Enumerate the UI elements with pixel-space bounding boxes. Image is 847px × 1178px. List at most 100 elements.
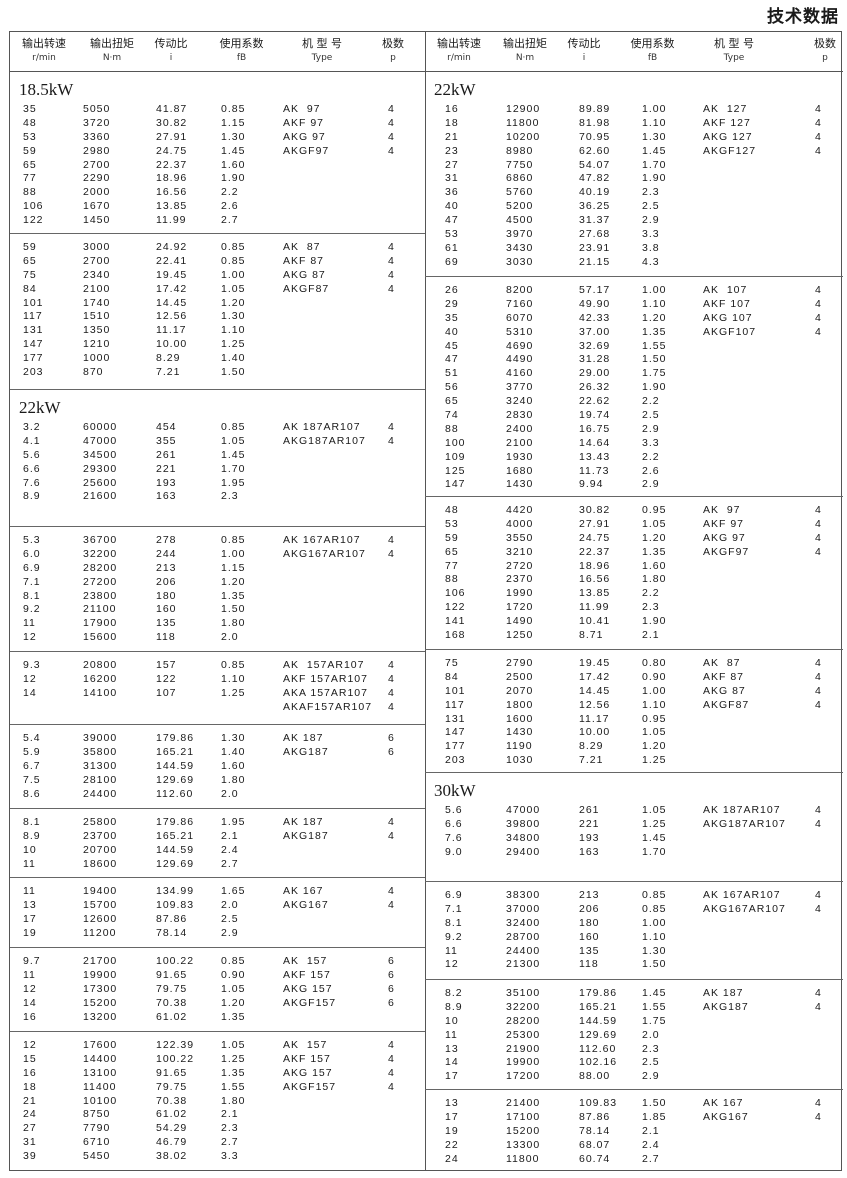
table-row: 6.9 28200 213 1.15 [10, 562, 425, 576]
cell-speed: 12 [23, 672, 37, 685]
cell-ratio: 91.65 [156, 1066, 188, 1079]
cell-ratio: 112.60 [156, 787, 194, 800]
cell-ratio: 47.82 [579, 172, 611, 185]
cell-service-factor: 2.9 [642, 478, 660, 491]
cell-ratio: 107 [156, 686, 177, 699]
cell-torque: 35100 [506, 987, 541, 999]
cell-ratio: 13.85 [156, 200, 188, 213]
cell-torque: 2370 [506, 573, 534, 586]
table-row: 11 24400 135 1.30 [425, 945, 843, 959]
table-row: 15 14400 100.22 1.25 AKF 157 4 [10, 1053, 425, 1067]
cell-torque: 4690 [506, 339, 534, 352]
cell-speed: 131 [445, 712, 466, 725]
cell-ratio: 19.74 [579, 409, 611, 422]
table-row: 35 5050 41.87 0.85 AK 97 4 [10, 103, 425, 117]
cell-poles: 4 [815, 116, 822, 129]
cell-service-factor: 3.8 [642, 241, 660, 254]
cell-type: AK 187 [283, 732, 324, 744]
cell-ratio: 16.56 [156, 186, 188, 199]
table-row: 31 6860 47.82 1.90 [425, 172, 843, 186]
cell-ratio: 22.62 [579, 395, 611, 408]
cell-torque: 2070 [506, 684, 534, 697]
cell-ratio: 109.83 [579, 1097, 618, 1109]
cell-torque: 2790 [506, 657, 534, 669]
cell-torque: 29400 [506, 845, 541, 858]
cell-poles: 4 [815, 504, 822, 516]
technical-data-table: 输出转速 r/min 输出扭矩 N·m 传动比 i 使用系数 fB 机 型 号 … [9, 31, 843, 1174]
header-unit: Type [311, 53, 333, 63]
cell-type: AKG167AR107 [283, 547, 366, 560]
cell-ratio: 24.75 [156, 144, 188, 157]
cell-service-factor: 1.40 [221, 352, 246, 365]
cell-speed: 11 [23, 968, 36, 981]
cell-poles: 4 [815, 325, 822, 338]
table-row: 12 16200 122 1.10 AKF 157AR107 4 [10, 673, 425, 687]
cell-service-factor: 1.80 [642, 573, 667, 586]
cell-type: AK 167 [703, 1097, 744, 1109]
cell-torque: 4420 [506, 504, 534, 516]
power-section-title: 30kW [434, 781, 476, 800]
table-row: 8.1 23800 180 1.35 [10, 590, 425, 604]
cell-speed: 168 [445, 629, 466, 642]
cell-service-factor: 1.20 [221, 996, 246, 1009]
cell-speed: 10 [23, 843, 37, 856]
cell-type: AKG187 [283, 829, 329, 842]
table-row: 22 13300 68.07 2.4 [425, 1139, 843, 1153]
cell-speed: 9.7 [23, 955, 41, 967]
table-row: 5.3 36700 278 0.85 AK 167AR107 4 [10, 534, 425, 548]
cell-speed: 109 [445, 450, 466, 463]
cell-speed: 65 [445, 395, 459, 408]
cell-poles: 4 [388, 1052, 395, 1065]
cell-speed: 47 [445, 353, 459, 366]
cell-ratio: 7.21 [156, 366, 181, 379]
cell-ratio: 221 [156, 462, 177, 475]
cell-torque: 4000 [506, 517, 534, 530]
cell-ratio: 179.86 [156, 816, 195, 828]
data-group: 22kW 16 12900 89.89 1.00 AK 127 4 18 11800 81.98 1… [425, 72, 843, 277]
cell-speed: 101 [445, 684, 466, 697]
cell-speed: 3.2 [23, 421, 41, 433]
cell-poles: 6 [388, 955, 395, 967]
table-row: AKAF157AR107 4 [10, 701, 425, 715]
cell-ratio: 18.96 [156, 172, 188, 185]
cell-ratio: 31.37 [579, 214, 611, 227]
cell-torque: 8750 [83, 1108, 111, 1121]
cell-torque: 2290 [83, 172, 111, 185]
header-unit: fB [647, 53, 658, 63]
table-row: 122 1450 11.99 2.7 [10, 214, 425, 228]
data-group: 12 17600 122.39 1.05 AK 157 4 15 14400 100.22 1.2… [10, 1032, 425, 1174]
cell-speed: 14 [23, 996, 37, 1009]
cell-ratio: 19.45 [156, 268, 188, 281]
cell-speed: 7.1 [23, 575, 41, 588]
cell-ratio: 70.38 [156, 1094, 188, 1107]
cell-torque: 34500 [83, 448, 118, 461]
cell-ratio: 278 [156, 534, 177, 546]
table-row: 125 1680 11.73 2.6 [425, 465, 843, 479]
table-row: 65 2700 22.41 0.85 AKF 87 4 [10, 255, 425, 269]
cell-poles: 4 [815, 987, 822, 999]
cell-torque: 2100 [506, 436, 534, 449]
cell-poles: 6 [388, 968, 395, 981]
table-row: 19 15200 78.14 2.1 [425, 1125, 843, 1139]
cell-service-factor: 1.05 [221, 1039, 246, 1051]
cell-torque: 1800 [506, 698, 534, 711]
table-row: 88 2000 16.56 2.2 [10, 186, 425, 200]
cell-ratio: 68.07 [579, 1138, 611, 1151]
cell-type: AKF 87 [283, 254, 325, 267]
cell-speed: 88 [445, 573, 459, 586]
cell-speed: 10 [445, 1014, 459, 1027]
cell-service-factor: 1.10 [642, 930, 667, 943]
cell-torque: 23800 [83, 589, 118, 602]
data-group: 6.9 38300 213 0.85 AK 167AR107 4 7.1 37000 206 0.… [425, 882, 843, 980]
cell-speed: 88 [445, 422, 459, 435]
cell-speed: 11 [445, 944, 458, 957]
cell-service-factor: 0.85 [642, 902, 667, 915]
header-label: 输出转速 [22, 37, 66, 50]
cell-torque: 6860 [506, 172, 534, 185]
cell-ratio: 32.69 [579, 339, 611, 352]
table-row: 21 10100 70.38 1.80 [10, 1095, 425, 1109]
cell-type: AKGF97 [283, 144, 330, 157]
cell-service-factor: 2.3 [642, 186, 660, 199]
cell-ratio: 60.74 [579, 1152, 611, 1165]
cell-service-factor: 1.85 [642, 1110, 667, 1123]
